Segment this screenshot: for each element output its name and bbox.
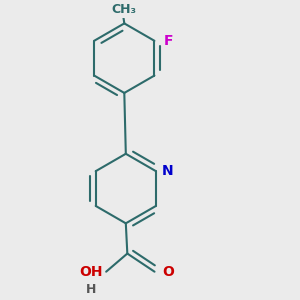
Text: H: H	[86, 283, 96, 296]
Text: CH₃: CH₃	[112, 3, 137, 16]
Text: O: O	[162, 265, 174, 279]
Text: OH: OH	[79, 265, 103, 279]
Text: N: N	[162, 164, 174, 178]
Text: F: F	[163, 34, 173, 48]
